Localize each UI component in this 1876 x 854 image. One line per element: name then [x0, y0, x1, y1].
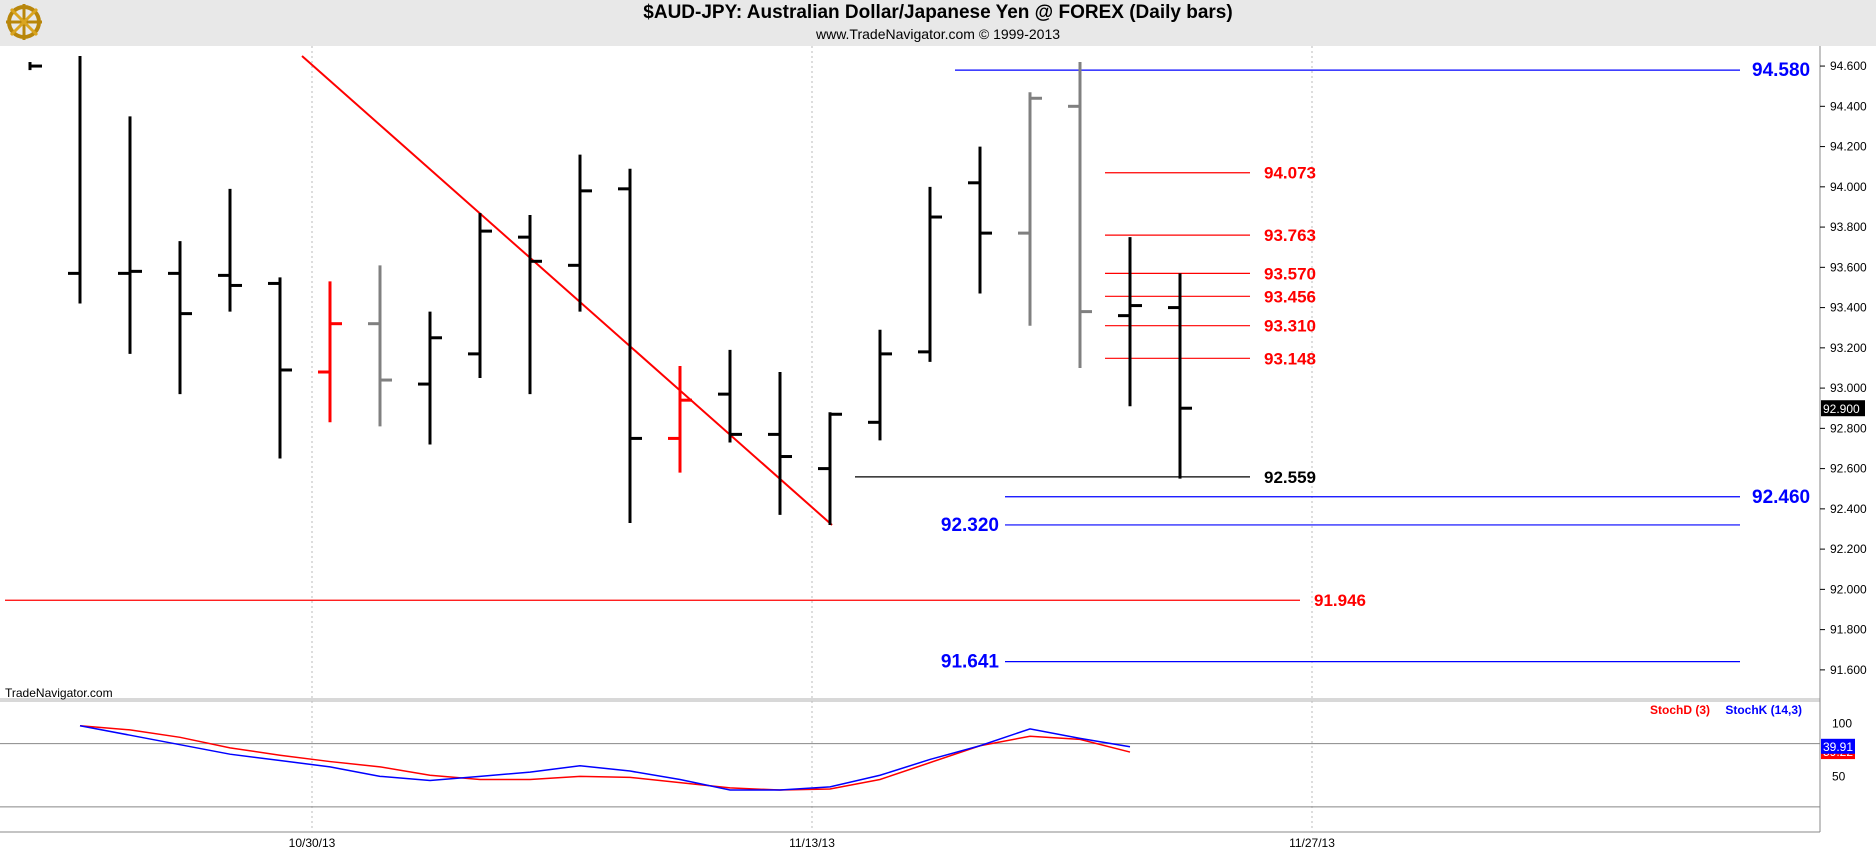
last-price-label: 92.900 — [1823, 402, 1860, 416]
chart-title: $AUD-JPY: Australian Dollar/Japanese Yen… — [643, 2, 1233, 23]
chart-header: $AUD-JPY: Australian Dollar/Japanese Yen… — [0, 0, 1876, 46]
price-level-label: 91.641 — [941, 652, 1000, 673]
stochastic-legend-k: StochK (14,3) — [1725, 703, 1802, 717]
price-tick-label: 92.800 — [1830, 421, 1867, 435]
price-tick-label: 92.000 — [1830, 582, 1867, 596]
price-tick-label: 93.800 — [1830, 220, 1867, 234]
price-level-label: 91.946 — [1314, 591, 1366, 610]
price-tick-label: 92.400 — [1830, 502, 1867, 516]
date-tick-label: 11/13/13 — [789, 836, 835, 850]
stochastic-series-line — [79, 724, 1131, 791]
price-tick-label: 93.000 — [1830, 381, 1867, 395]
price-level-label: 93.570 — [1264, 264, 1316, 283]
price-tick-label: 93.200 — [1830, 341, 1867, 355]
price-tick-label: 92.200 — [1830, 542, 1867, 556]
chart-subtitle: www.TradeNavigator.com © 1999-2013 — [815, 26, 1061, 42]
price-tick-label: 94.200 — [1830, 140, 1867, 154]
stochastic-series-line — [79, 724, 1131, 791]
stochastic-tick-label: 50 — [1832, 769, 1846, 783]
price-tick-label: 94.400 — [1830, 99, 1867, 113]
price-level-label: 94.580 — [1752, 60, 1810, 81]
stochastic-last-badge — [1821, 738, 1855, 754]
vertical-gridlines — [311, 46, 1313, 832]
ship-wheel-logo-icon — [4, 2, 44, 42]
stochastic-last-label: 39.91 — [1823, 740, 1853, 754]
date-tick-label: 10/30/13 — [289, 836, 336, 850]
date-axis-ticks: 10/30/13 11/13/13 11/27/13 — [289, 836, 1336, 850]
price-tick-label: 91.800 — [1830, 623, 1867, 637]
price-tick-label: 92.600 — [1830, 462, 1867, 476]
last-price-badge — [1821, 400, 1865, 417]
watermark-text: TradeNavigator.com — [5, 686, 113, 700]
price-plot-area — [0, 46, 1820, 698]
price-level-label: 94.073 — [1264, 164, 1316, 183]
ohlc-bars — [28, 56, 1192, 525]
price-tick-label: 94.000 — [1830, 180, 1867, 194]
date-tick-label: 11/27/13 — [1289, 836, 1335, 850]
price-level-label: 93.148 — [1264, 349, 1316, 368]
stochastic-tick-label: 100 — [1832, 717, 1852, 731]
trendline — [301, 55, 833, 526]
price-axis-ticks: 94.600 94.400 94.200 94.000 93.800 93.600 93.4… — [1820, 59, 1867, 677]
price-level-label: 92.559 — [1264, 468, 1316, 487]
price-level-label: 93.310 — [1264, 317, 1316, 336]
price-tick-label: 93.400 — [1830, 301, 1867, 315]
stochastic-legend-d: StochD (3) — [1650, 703, 1710, 717]
trendline-group — [301, 55, 833, 526]
price-level-label: 92.320 — [941, 515, 999, 536]
panel-separator — [0, 698, 1820, 702]
price-tick-label: 91.600 — [1830, 663, 1867, 677]
stochastic-plot-area — [0, 702, 1820, 832]
price-tick-label: 94.600 — [1830, 59, 1867, 73]
date-axis-area — [0, 832, 1876, 854]
price-tick-label: 93.600 — [1830, 260, 1867, 274]
price-level-label: 93.763 — [1264, 226, 1316, 245]
price-level-label: 92.460 — [1752, 487, 1810, 508]
price-level-label: 93.456 — [1264, 287, 1316, 306]
right-axis-area — [1820, 46, 1876, 832]
